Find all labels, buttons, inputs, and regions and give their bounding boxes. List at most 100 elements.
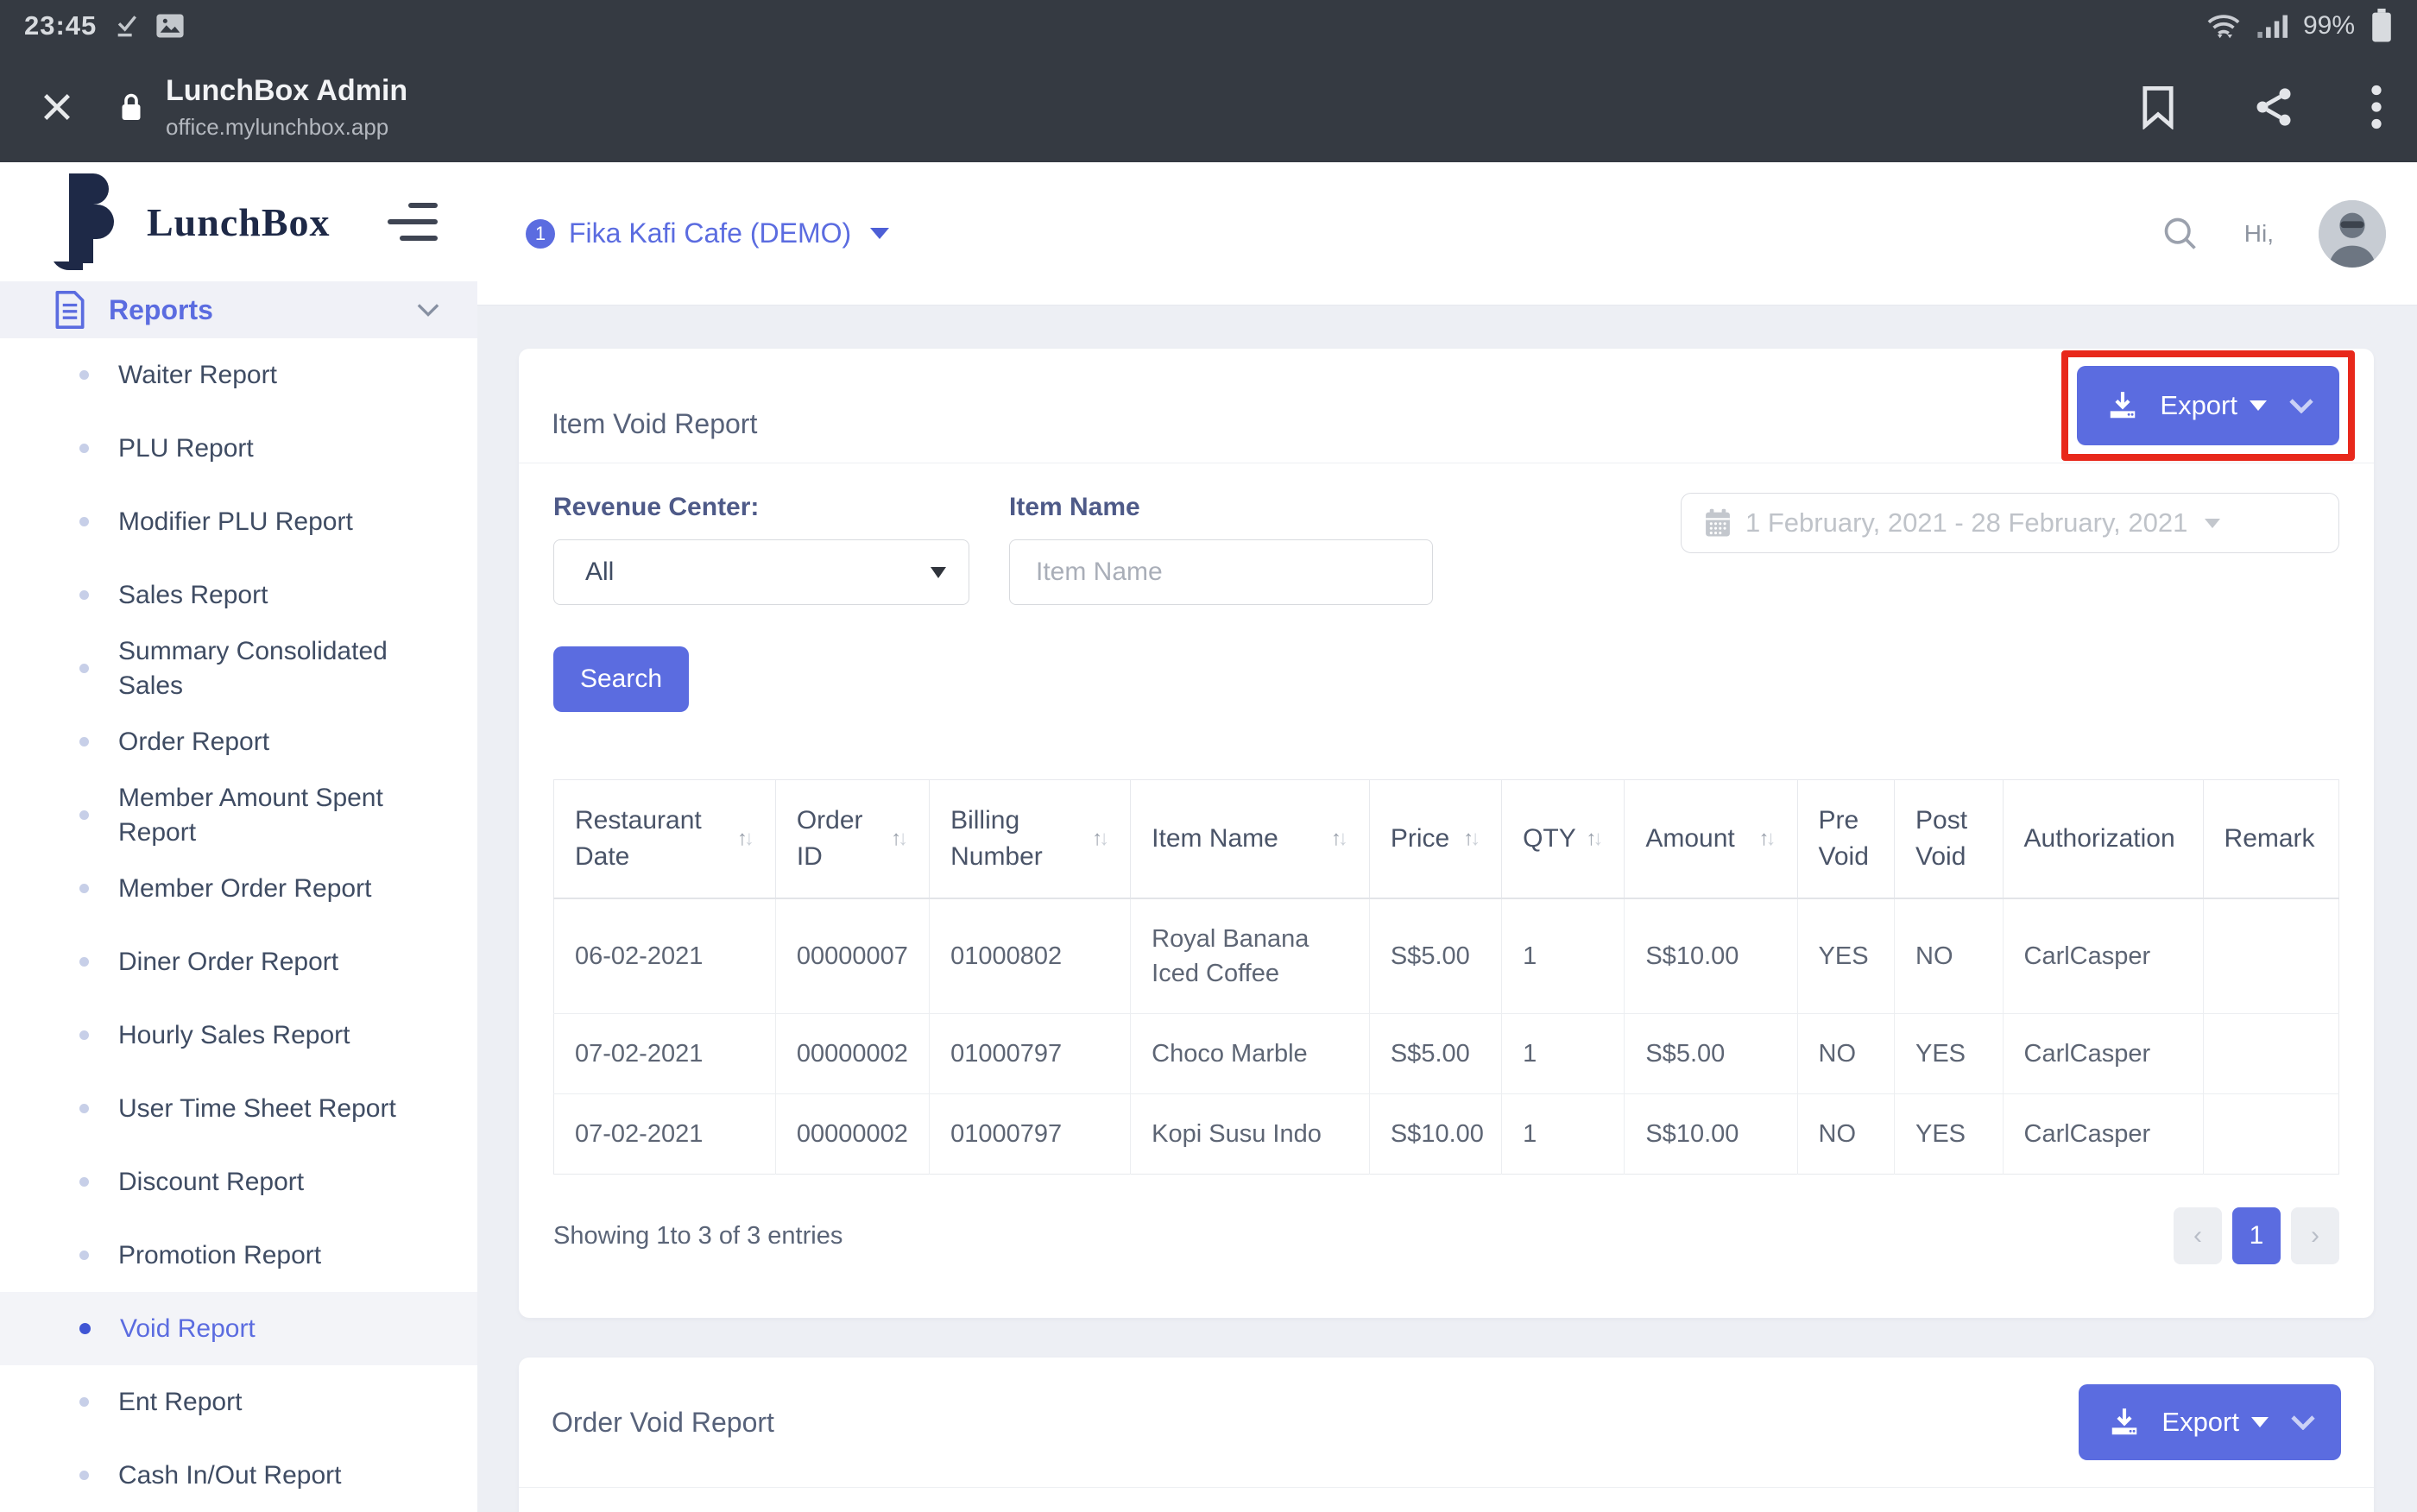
table-row: 07-02-2021 00000002 01000797 Kopi Susu I… — [553, 1093, 2339, 1175]
download-icon — [2106, 389, 2139, 422]
date-range-picker[interactable]: 1 February, 2021 - 28 February, 2021 — [1681, 493, 2339, 553]
item-void-table: Restaurant Date ↑ ↓ Order ID ↑ ↓ Billing Num… — [553, 779, 2339, 1175]
select-caret-icon — [931, 566, 946, 578]
col-amount[interactable]: Amount ↑ ↓ — [1624, 779, 1798, 899]
sidebar-section-label: Reports — [109, 293, 213, 325]
image-notification-icon — [155, 13, 185, 39]
lunchbox-logo-icon — [48, 170, 121, 274]
bullet-icon — [79, 1177, 89, 1187]
item-name-input[interactable] — [1009, 539, 1433, 605]
browser-menu-icon[interactable] — [2370, 85, 2382, 129]
bullet-icon — [79, 1030, 89, 1040]
bullet-icon — [79, 370, 89, 380]
browser-url[interactable]: office.mylunchbox.app — [166, 113, 389, 140]
order-void-report-card: Order Void Report Export — [519, 1358, 2374, 1512]
export-label: Export — [2160, 390, 2237, 420]
sidebar-item-waiter-report[interactable]: Waiter Report — [0, 338, 477, 412]
item-void-report-card: Item Void Report Export — [519, 349, 2374, 1318]
sidebar-item-hourly-sales-report[interactable]: Hourly Sales Report — [0, 999, 477, 1072]
share-icon[interactable] — [2251, 85, 2296, 129]
sidebar-item-member-amount-spent-report[interactable]: Member Amount Spent Report — [0, 778, 477, 852]
sort-icon: ↑ ↓ — [1330, 827, 1348, 850]
col-pre-void: Pre Void — [1797, 779, 1896, 899]
user-avatar[interactable] — [2319, 199, 2386, 268]
revenue-center-label: Revenue Center: — [553, 493, 760, 521]
caret-down-icon — [2250, 400, 2267, 411]
export-button[interactable]: Export — [2077, 366, 2339, 445]
col-restaurant-date[interactable]: Restaurant Date ↑ ↓ — [553, 779, 776, 899]
revenue-center-select[interactable]: All — [553, 539, 969, 605]
close-tab-icon[interactable] — [40, 90, 74, 124]
col-authorization: Authorization — [2003, 779, 2204, 899]
download-complete-icon — [112, 12, 140, 40]
page-1-button[interactable]: 1 — [2232, 1207, 2281, 1264]
sidebar-section-reports[interactable]: Reports — [0, 281, 477, 338]
col-order-id[interactable]: Order ID ↑ ↓ — [775, 779, 931, 899]
table-row: 06-02-2021 00000007 01000802 Royal Banan… — [553, 898, 2339, 1014]
sidebar-item-promotion-report[interactable]: Promotion Report — [0, 1219, 477, 1292]
restaurant-count-badge: 1 — [526, 218, 555, 249]
sidebar: LunchBox Reports Waiter Report PLU Repor… — [0, 162, 477, 1512]
sort-icon: ↑ ↓ — [1092, 827, 1110, 850]
browser-page-title: LunchBox Admin — [166, 73, 408, 107]
sidebar-item-sales-report[interactable]: Sales Report — [0, 558, 477, 632]
col-price[interactable]: Price ↑ ↓ — [1369, 779, 1503, 899]
search-button[interactable]: Search — [553, 646, 689, 712]
wifi-icon — [2206, 12, 2241, 40]
status-time: 23:45 — [24, 10, 98, 41]
sidebar-item-plu-report[interactable]: PLU Report — [0, 412, 477, 485]
sort-icon: ↑ ↓ — [1463, 827, 1481, 850]
bullet-icon — [79, 664, 89, 673]
download-icon — [2108, 1406, 2141, 1439]
greeting-label: Hi, — [2243, 219, 2274, 247]
bullet-icon — [79, 957, 89, 967]
col-item-name[interactable]: Item Name ↑ ↓ — [1130, 779, 1370, 899]
bullet-icon — [79, 517, 89, 526]
app-header: 1 Fika Kafi Cafe (DEMO) Hi, — [477, 162, 2417, 306]
calendar-icon — [1704, 508, 1732, 538]
sort-icon: ↑ ↓ — [891, 827, 909, 850]
sidebar-toggle-icon[interactable] — [386, 203, 438, 242]
col-billing-number[interactable]: Billing Number ↑ ↓ — [929, 779, 1132, 899]
sidebar-item-summary-consolidated-sales[interactable]: Summary Consolidated Sales — [0, 632, 477, 705]
bullet-icon — [79, 810, 89, 820]
bookmark-icon[interactable] — [2139, 85, 2177, 129]
page-title-block: LunchBox Admin office.mylunchbox.app — [166, 74, 407, 141]
prev-page-button[interactable]: ‹ — [2174, 1207, 2222, 1264]
col-post-void: Post Void — [1894, 779, 2004, 899]
restaurant-selector[interactable]: 1 Fika Kafi Cafe (DEMO) — [526, 217, 890, 249]
next-page-button[interactable]: › — [2291, 1207, 2339, 1264]
bullet-icon — [79, 1323, 91, 1334]
entries-summary: Showing 1to 3 of 3 entries — [553, 1221, 843, 1250]
col-remark: Remark — [2203, 779, 2339, 899]
bullet-icon — [79, 1104, 89, 1113]
sidebar-item-void-report[interactable]: Void Report — [0, 1292, 477, 1365]
card-title: Item Void Report — [552, 408, 758, 439]
export-button[interactable]: Export — [2079, 1384, 2341, 1460]
sort-icon: ↑ ↓ — [1758, 827, 1776, 850]
bullet-icon — [79, 1397, 89, 1407]
search-icon[interactable] — [2161, 215, 2199, 253]
bullet-icon — [79, 444, 89, 453]
battery-percent-label: 99% — [2302, 11, 2355, 40]
date-range-value: 1 February, 2021 - 28 February, 2021 — [1745, 507, 2188, 538]
page-content: Item Void Report Export — [477, 306, 2417, 1512]
sort-icon: ↑ ↓ — [736, 827, 754, 850]
sidebar-nav: Waiter Report PLU Report Modifier PLU Re… — [0, 338, 477, 1512]
document-icon — [54, 291, 86, 330]
sidebar-item-ent-report[interactable]: Ent Report — [0, 1365, 477, 1439]
restaurant-name: Fika Kafi Cafe (DEMO) — [569, 217, 852, 249]
table-header-row: Restaurant Date ↑ ↓ Order ID ↑ ↓ Billing Num… — [553, 779, 2339, 899]
sidebar-item-diner-order-report[interactable]: Diner Order Report — [0, 925, 477, 999]
sidebar-item-cash-in-out-report[interactable]: Cash In/Out Report — [0, 1439, 477, 1512]
sidebar-item-member-order-report[interactable]: Member Order Report — [0, 852, 477, 925]
col-qty[interactable]: QTY ↑ ↓ — [1501, 779, 1625, 899]
bullet-icon — [79, 1251, 89, 1260]
sidebar-item-user-time-sheet-report[interactable]: User Time Sheet Report — [0, 1072, 477, 1145]
sidebar-item-modifier-plu-report[interactable]: Modifier PLU Report — [0, 485, 477, 558]
sidebar-item-order-report[interactable]: Order Report — [0, 705, 477, 778]
sidebar-item-discount-report[interactable]: Discount Report — [0, 1145, 477, 1219]
lock-icon[interactable] — [119, 91, 143, 123]
card-title: Order Void Report — [552, 1406, 774, 1438]
